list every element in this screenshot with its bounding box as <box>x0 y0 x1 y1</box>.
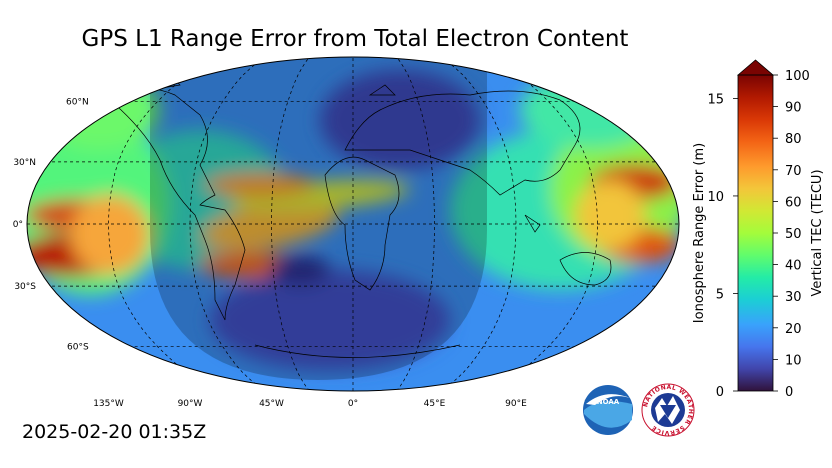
colorbar-extend-arrow <box>736 59 775 76</box>
colorbar: 0 5 10 15 0 10 20 30 40 50 60 70 80 90 100 Ionosphere… <box>692 59 825 400</box>
lat-label: 0° <box>13 220 23 230</box>
right-tick-label: 80 <box>785 132 802 147</box>
nws-logo: NATIONAL WEATHER SERVICE <box>641 383 695 437</box>
lat-label: 30°N <box>13 158 36 168</box>
lon-label: 45°E <box>424 399 446 409</box>
right-tick-label: 90 <box>785 101 802 116</box>
lat-label: 30°S <box>14 282 36 292</box>
colorbar-left-ticks: 0 5 10 15 <box>707 92 738 400</box>
lat-label: 60°N <box>66 97 89 107</box>
graticule <box>27 57 679 391</box>
noaa-logo-text: NOAA <box>597 398 620 406</box>
tec-map <box>27 57 679 391</box>
right-tick-label: 60 <box>785 195 802 210</box>
timestamp: 2025-02-20 01:35Z <box>22 421 206 443</box>
left-tick-label: 0 <box>716 385 724 400</box>
night-shade <box>150 57 487 380</box>
right-tick-label: 70 <box>785 164 802 179</box>
colorbar-gradient <box>738 75 773 391</box>
right-tick-label: 20 <box>785 322 802 337</box>
lon-label: 45°W <box>259 399 284 409</box>
lon-label: 135°W <box>93 399 124 409</box>
colorbar-left-label: Ionosphere Range Error (m) <box>692 143 707 323</box>
left-tick-label: 5 <box>716 288 724 303</box>
right-tick-label: 40 <box>785 259 802 274</box>
latitude-labels: 60°N 30°N 0° 30°S 60°S <box>13 97 89 352</box>
meridian-line <box>439 57 517 391</box>
left-tick-label: 10 <box>707 190 724 205</box>
left-tick-label: 15 <box>707 92 724 107</box>
right-tick-label: 10 <box>785 353 802 368</box>
right-tick-label: 0 <box>785 385 793 400</box>
meridian-line <box>108 57 224 391</box>
noaa-logo: NOAA <box>583 385 633 435</box>
lon-label: 90°W <box>178 399 203 409</box>
lat-label: 60°S <box>67 343 89 353</box>
chart-title: GPS L1 Range Error from Total Electron C… <box>82 26 629 52</box>
coastlines <box>109 69 612 358</box>
lon-label: 90°E <box>505 399 527 409</box>
colorbar-right-ticks: 0 10 20 30 40 50 60 70 80 90 100 <box>773 69 810 400</box>
right-tick-label: 100 <box>785 69 810 84</box>
meridian-line <box>271 57 310 391</box>
colorbar-right-label: Vertical TEC (TECU) <box>810 169 825 296</box>
right-tick-label: 50 <box>785 227 802 242</box>
right-tick-label: 30 <box>785 290 802 305</box>
tec-field-blobs <box>27 70 679 370</box>
map-outline <box>26 56 680 392</box>
meridian-line <box>189 57 267 391</box>
longitude-labels: 135°W90°W45°W0°45°E90°E135°E <box>93 399 611 409</box>
meridian-line <box>482 57 598 391</box>
meridian-line <box>396 57 435 391</box>
lon-label: 0° <box>348 399 358 409</box>
